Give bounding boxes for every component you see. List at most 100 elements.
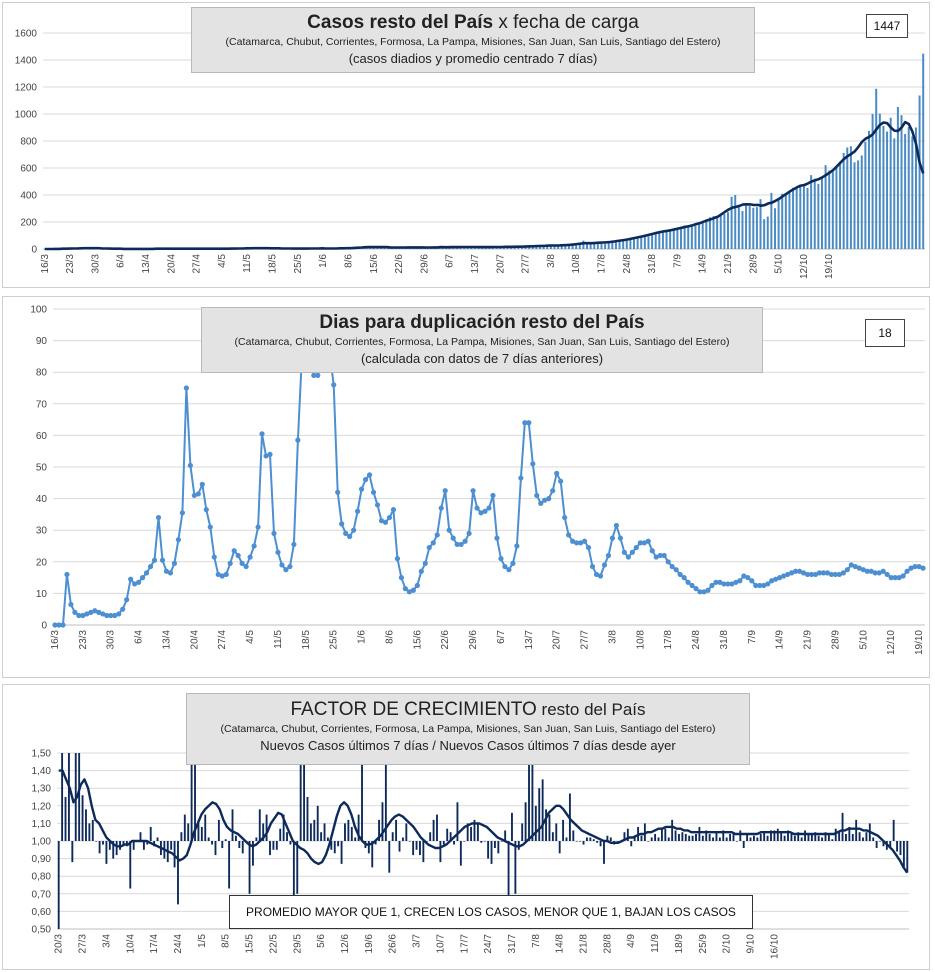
data-point [490, 492, 496, 499]
data-point [159, 557, 166, 563]
bar [415, 841, 418, 850]
bar [183, 814, 186, 841]
data-point [558, 478, 564, 484]
x-tick-label: 24/8 [691, 630, 702, 650]
x-tick-label: 25/5 [293, 254, 304, 274]
bar [893, 138, 896, 249]
bar [412, 841, 415, 856]
bar [664, 828, 667, 841]
data-point [239, 560, 245, 566]
growth-chart-title: FACTOR DE CRECIMIENTO [290, 699, 537, 720]
data-point [852, 563, 858, 570]
x-tick-label: 11/5 [273, 630, 284, 649]
bar [425, 841, 428, 842]
x-tick-label: 10/8 [635, 630, 646, 650]
bar [562, 819, 565, 841]
bar [824, 165, 827, 249]
bar [609, 837, 612, 841]
bar [802, 184, 805, 249]
bar [156, 837, 159, 841]
x-tick-label: 27/3 [78, 934, 89, 954]
data-point [163, 568, 170, 574]
bar [542, 246, 545, 249]
data-point [68, 601, 74, 608]
bar [388, 841, 391, 873]
data-point [179, 510, 186, 516]
data-point [96, 609, 102, 615]
bar [95, 841, 98, 842]
bar [773, 830, 776, 841]
data-point [896, 575, 902, 581]
x-tick-label: 28/9 [748, 254, 759, 274]
bar [845, 833, 847, 841]
bar [524, 246, 527, 249]
y-tick-label: 20 [36, 557, 48, 568]
bar [289, 841, 292, 845]
data-point [641, 540, 647, 546]
bar [531, 756, 534, 841]
y-tick-label: 80 [36, 368, 48, 379]
x-tick-label: 7/9 [672, 254, 683, 268]
bar [538, 788, 541, 841]
data-point [438, 505, 444, 511]
data-point [446, 527, 452, 533]
bar [719, 213, 722, 249]
bar [865, 832, 868, 841]
y-tick-label: 600 [20, 164, 37, 175]
bar [614, 242, 617, 249]
bar [716, 218, 719, 249]
data-point [645, 538, 651, 544]
data-point [542, 497, 548, 503]
data-point [227, 560, 233, 566]
x-tick-label: 5/10 [858, 630, 869, 650]
bar [691, 835, 694, 841]
x-tick-label: 19/10 [914, 630, 925, 655]
bar [904, 133, 907, 249]
doubling-chart: 0 10 20 30 40 50 60 70 80 90 100 16/3 23/3 30/3 6/4 13/… [30, 305, 926, 655]
bar [309, 823, 312, 841]
data-point [737, 578, 743, 584]
data-point [402, 586, 408, 592]
x-tick-label: 4/5 [245, 630, 256, 644]
bar [139, 832, 142, 841]
x-tick-label: 16/10 [769, 934, 780, 959]
bar [330, 841, 333, 850]
data-point [259, 431, 265, 437]
bar [618, 241, 621, 249]
bar [586, 243, 589, 249]
y-tick-label: 1,10 [32, 819, 52, 830]
y-tick-label: 0,50 [32, 925, 52, 936]
bar [698, 826, 701, 841]
bar [722, 830, 725, 841]
y-tick-label: 1,00 [32, 837, 52, 848]
data-point [518, 475, 524, 481]
x-tick-label: 25/5 [329, 630, 340, 650]
x-tick-label: 24/8 [622, 254, 633, 274]
data-point [892, 575, 898, 581]
bar [604, 243, 607, 249]
data-point [88, 609, 94, 615]
bar [799, 184, 802, 249]
data-point [132, 581, 138, 587]
bar [572, 830, 575, 841]
x-tick-label: 18/9 [674, 934, 685, 954]
bar [914, 127, 917, 249]
data-point [84, 611, 90, 617]
data-point [311, 372, 317, 378]
data-point [470, 488, 476, 494]
bar [607, 242, 610, 249]
bar [582, 240, 585, 249]
x-tick-label: 23/3 [65, 254, 76, 274]
data-point [60, 622, 66, 628]
bar [759, 833, 762, 841]
bar [678, 833, 680, 841]
x-tick-label: 21/8 [579, 934, 590, 954]
bar [231, 809, 234, 841]
bar [734, 195, 737, 249]
bar [911, 136, 914, 249]
y-tick-label: 100 [30, 305, 47, 316]
data-point [147, 563, 154, 570]
bar [759, 199, 762, 249]
bar [514, 841, 517, 894]
y-tick-label: 1,50 [32, 749, 52, 760]
